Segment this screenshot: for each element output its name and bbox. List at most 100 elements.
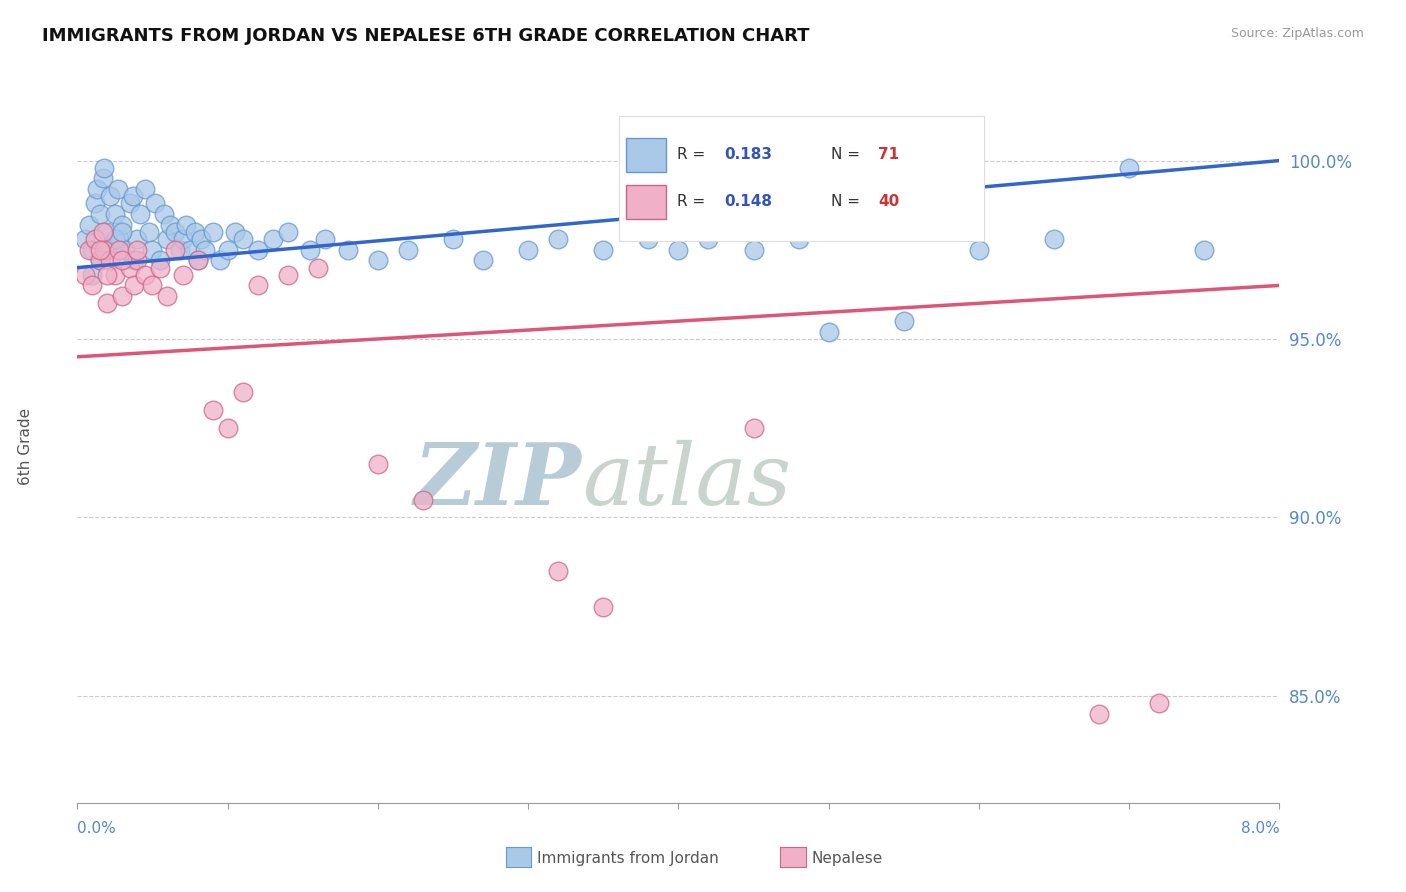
Point	[84, 232, 107, 246]
Point	[96, 225, 118, 239]
Point	[149, 260, 172, 275]
Text: IMMIGRANTS FROM JORDAN VS NEPALESE 6TH GRADE CORRELATION CHART: IMMIGRANTS FROM JORDAN VS NEPALESE 6TH G…	[42, 27, 810, 45]
Point	[217, 421, 239, 435]
Point	[122, 189, 145, 203]
Point	[108, 243, 131, 257]
Point	[224, 225, 246, 239]
Point	[124, 253, 146, 268]
Point	[84, 196, 107, 211]
Text: Immigrants from Jordan: Immigrants from Jordan	[537, 851, 718, 865]
Point	[367, 253, 389, 268]
Point	[232, 385, 254, 400]
Point	[592, 599, 614, 614]
Point	[163, 225, 186, 239]
Text: R =: R =	[678, 147, 706, 162]
Point	[141, 243, 163, 257]
Point	[314, 232, 336, 246]
Point	[668, 243, 690, 257]
Point	[127, 243, 149, 257]
Point	[817, 325, 839, 339]
Point	[174, 218, 197, 232]
Point	[89, 253, 111, 268]
Text: 40: 40	[879, 194, 900, 210]
Point	[742, 243, 765, 257]
Text: 71: 71	[879, 147, 900, 162]
Text: 0.183: 0.183	[724, 147, 773, 162]
Point	[186, 253, 209, 268]
Point	[441, 232, 464, 246]
Point	[141, 278, 163, 293]
Point	[91, 225, 114, 239]
Point	[232, 232, 254, 246]
Text: 0.0%: 0.0%	[77, 821, 117, 836]
Text: N =: N =	[831, 147, 859, 162]
Point	[96, 296, 118, 310]
Point	[86, 182, 108, 196]
Point	[111, 218, 134, 232]
Point	[129, 207, 152, 221]
Point	[472, 253, 495, 268]
Point	[145, 196, 167, 211]
Point	[169, 243, 191, 257]
Point	[127, 232, 149, 246]
Point	[547, 232, 569, 246]
Point	[149, 253, 172, 268]
Point	[697, 232, 720, 246]
Point	[93, 243, 115, 257]
Point	[93, 161, 115, 175]
Point	[246, 243, 269, 257]
Point	[183, 225, 205, 239]
Point	[138, 225, 160, 239]
Point	[246, 278, 269, 293]
Point	[163, 243, 186, 257]
Point	[79, 243, 101, 257]
Point	[1118, 161, 1140, 175]
Text: N =: N =	[831, 194, 859, 210]
Point	[1043, 232, 1066, 246]
Point	[637, 232, 659, 246]
Point	[73, 232, 96, 246]
FancyBboxPatch shape	[626, 138, 666, 172]
Point	[1088, 706, 1111, 721]
Point	[893, 314, 915, 328]
Point	[336, 243, 359, 257]
Point	[127, 253, 149, 268]
Text: R =: R =	[678, 194, 706, 210]
Point	[82, 268, 104, 282]
Point	[111, 253, 134, 268]
Point	[134, 268, 156, 282]
Point	[104, 232, 127, 246]
Point	[172, 232, 194, 246]
Point	[742, 421, 765, 435]
Point	[153, 207, 176, 221]
Point	[114, 243, 136, 257]
Point	[96, 243, 118, 257]
Point	[186, 253, 209, 268]
Point	[396, 243, 419, 257]
Point	[124, 278, 146, 293]
Point	[107, 182, 129, 196]
Point	[96, 268, 118, 282]
Text: 0.148: 0.148	[724, 194, 773, 210]
Point	[194, 243, 217, 257]
Point	[277, 268, 299, 282]
Point	[307, 260, 329, 275]
Point	[172, 268, 194, 282]
Text: ZIP: ZIP	[415, 439, 582, 523]
Point	[134, 182, 156, 196]
Point	[277, 225, 299, 239]
Text: Nepalese: Nepalese	[811, 851, 883, 865]
Point	[104, 207, 127, 221]
Point	[89, 207, 111, 221]
Point	[100, 253, 122, 268]
Point	[156, 289, 179, 303]
Point	[73, 268, 96, 282]
Point	[91, 171, 114, 186]
Point	[367, 457, 389, 471]
Point	[967, 243, 990, 257]
Point	[156, 232, 179, 246]
Point	[412, 492, 434, 507]
Point	[592, 243, 614, 257]
Text: Source: ZipAtlas.com: Source: ZipAtlas.com	[1230, 27, 1364, 40]
Point	[817, 161, 839, 175]
